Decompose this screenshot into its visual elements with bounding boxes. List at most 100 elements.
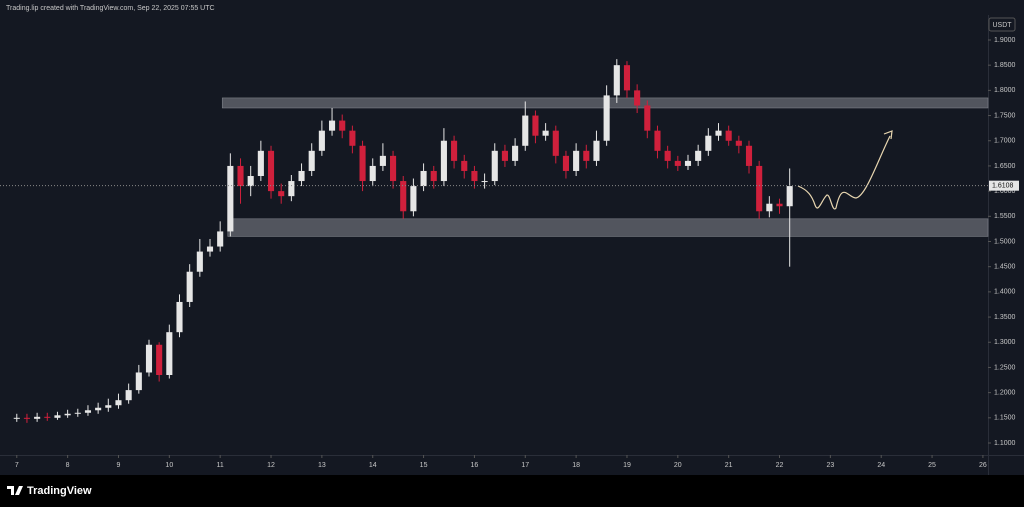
x-tick-label: 23 xyxy=(826,462,834,469)
x-tick-label: 14 xyxy=(369,462,377,469)
x-tick-label: 25 xyxy=(928,462,936,469)
y-tick-label: 1.4000 xyxy=(994,289,1016,296)
y-tick-label: 1.2000 xyxy=(994,389,1016,396)
candle-body xyxy=(227,165,234,232)
candle-body xyxy=(430,170,437,182)
candle-body xyxy=(725,130,732,141)
y-tick-label: 1.3000 xyxy=(994,339,1016,346)
projection-path xyxy=(797,135,891,210)
candle-body xyxy=(695,150,702,161)
currency-label: USDT xyxy=(992,22,1012,29)
candle-body xyxy=(745,145,753,166)
x-tick-label: 24 xyxy=(877,462,885,469)
y-tick-label: 1.9000 xyxy=(994,37,1016,44)
candle-body xyxy=(328,120,336,131)
y-tick-label: 1.7000 xyxy=(994,138,1016,145)
candle-body xyxy=(583,150,590,161)
candle-body xyxy=(512,145,519,161)
x-tick-label: 17 xyxy=(521,462,529,469)
brand-icon xyxy=(7,486,23,495)
y-tick-label: 1.2500 xyxy=(994,364,1016,371)
candle-body xyxy=(145,344,153,373)
candle-body xyxy=(74,412,81,414)
candle-body xyxy=(552,130,559,156)
x-tick-label: 13 xyxy=(318,462,326,469)
y-tick-label: 1.8500 xyxy=(994,62,1016,69)
candle-body xyxy=(400,181,407,212)
candle-body xyxy=(471,170,478,182)
candle-body xyxy=(166,332,173,375)
x-tick-label: 22 xyxy=(776,462,784,469)
x-tick-label: 21 xyxy=(725,462,733,469)
x-tick-label: 11 xyxy=(217,462,224,469)
currency-box xyxy=(988,17,1016,32)
x-tick-label: 16 xyxy=(471,462,479,469)
candle-body xyxy=(766,203,773,212)
candle-body xyxy=(84,410,92,413)
candle-body xyxy=(542,130,549,136)
candle-body xyxy=(623,65,631,91)
candle-body xyxy=(125,390,132,401)
candle-body xyxy=(735,140,742,146)
x-tick-label: 20 xyxy=(674,462,682,469)
candle-body xyxy=(776,203,783,207)
candle-body xyxy=(715,130,722,136)
candle-body xyxy=(644,105,651,131)
y-tick-label: 1.4500 xyxy=(994,264,1016,271)
x-tick-label: 26 xyxy=(979,462,987,469)
plot-area xyxy=(13,59,989,423)
candle-body xyxy=(186,271,193,302)
y-tick-label: 1.7500 xyxy=(994,112,1016,119)
x-tick-label: 10 xyxy=(165,462,173,469)
x-tick-label: 9 xyxy=(117,462,121,469)
candle-body xyxy=(298,170,305,182)
candle-body xyxy=(278,191,285,197)
x-tick-label: 15 xyxy=(420,462,428,469)
candle-body xyxy=(267,150,275,192)
candle-body xyxy=(318,130,325,151)
candle-body xyxy=(13,417,20,419)
candle-body xyxy=(349,130,356,146)
candle-body xyxy=(410,186,417,212)
y-tick-label: 1.3500 xyxy=(994,314,1016,321)
x-tick-label: 18 xyxy=(572,462,580,469)
y-tick-label: 1.1500 xyxy=(994,415,1016,422)
candle-body xyxy=(390,155,397,182)
y-tick-label: 1.8000 xyxy=(994,87,1016,94)
candle-body xyxy=(105,405,112,408)
y-tick-label: 1.6000 xyxy=(994,188,1016,195)
candle-body xyxy=(115,400,122,406)
candle-body xyxy=(64,413,71,416)
candle-body xyxy=(156,344,163,375)
candle-body xyxy=(674,160,681,166)
candle-body xyxy=(684,160,692,166)
candle-body xyxy=(705,135,712,151)
y-tick-label: 1.6500 xyxy=(994,163,1016,170)
candle-body xyxy=(522,115,529,146)
candle-body xyxy=(664,150,671,161)
candle-body xyxy=(451,140,458,161)
candle-body xyxy=(593,140,600,161)
candle-body xyxy=(501,150,508,161)
candle-body xyxy=(562,155,570,171)
candle-body xyxy=(206,246,214,252)
chart-background xyxy=(0,0,1024,475)
y-tick-label: 1.5500 xyxy=(994,213,1016,220)
projection-arrowhead xyxy=(883,130,893,140)
candle-body xyxy=(359,145,366,182)
candle-body xyxy=(237,165,244,187)
candle-body xyxy=(176,301,183,333)
candle-body xyxy=(135,372,142,391)
candle-body xyxy=(786,186,793,207)
candle-body xyxy=(95,407,102,411)
candle-body xyxy=(573,150,580,171)
candle-body xyxy=(420,170,427,187)
candle-body xyxy=(440,140,447,182)
candle-body xyxy=(34,416,41,419)
candle-body xyxy=(339,120,346,131)
candle-body xyxy=(532,115,539,136)
candle-body xyxy=(257,150,264,177)
price-zone xyxy=(227,218,989,237)
candle-body xyxy=(603,95,610,141)
